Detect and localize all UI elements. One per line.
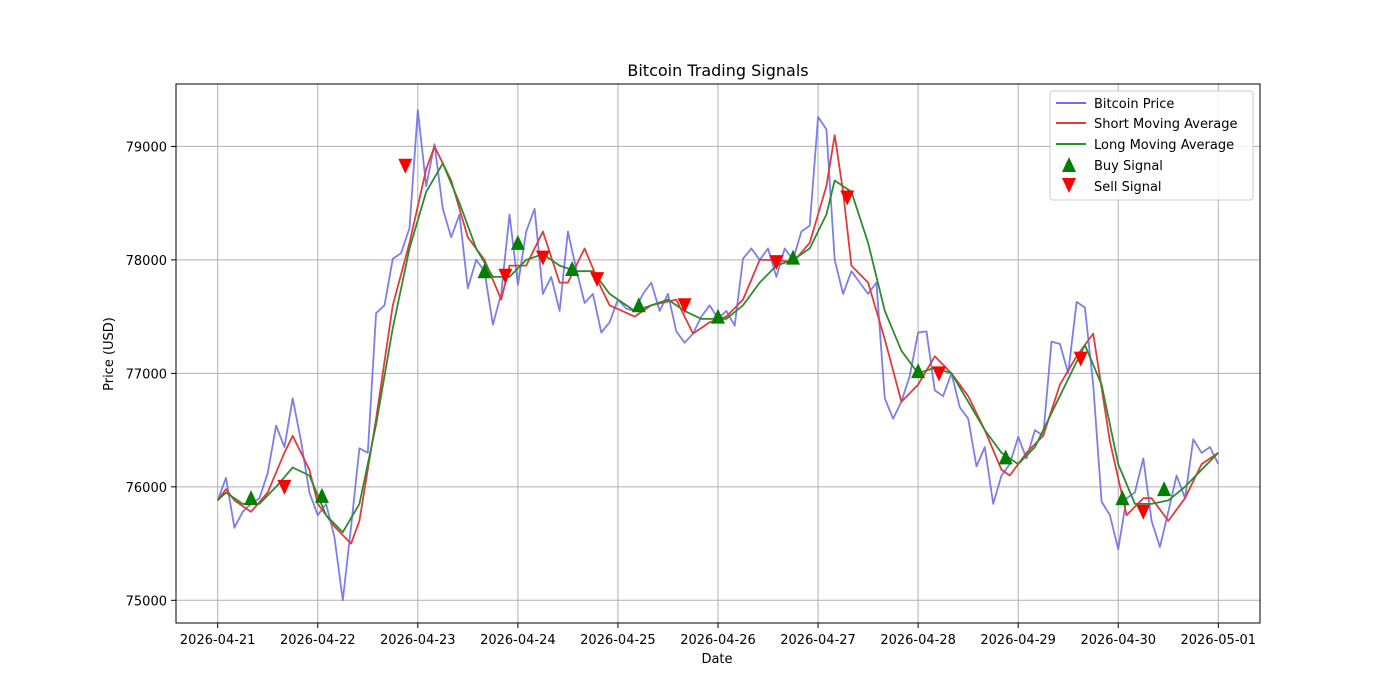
buy-signal-marker	[314, 487, 329, 503]
x-tick-label: 2026-04-25	[580, 633, 656, 648]
legend-box	[1049, 90, 1254, 201]
x-tick-label: 2026-04-27	[780, 633, 856, 648]
short-moving-average-line	[216, 134, 1219, 545]
x-tick-label: 2026-04-30	[1080, 633, 1156, 648]
buy-signal-marker	[510, 234, 525, 250]
y-tick-label: 75000	[126, 594, 167, 609]
buy-signal-marker	[565, 260, 580, 276]
y-axis-label: Price (USD)	[102, 317, 117, 391]
sell-signal-marker	[498, 268, 513, 284]
sell-signal-marker	[1136, 504, 1151, 520]
sell-signal-marker	[535, 250, 550, 266]
chart-title: Bitcoin Trading Signals	[627, 61, 808, 80]
legend-label-buy: Buy Signal	[1094, 159, 1163, 174]
buy-signal-marker	[911, 363, 926, 379]
y-tick-label: 79000	[126, 140, 167, 155]
grid-lines	[176, 84, 1260, 623]
x-tick-label: 2026-04-23	[380, 633, 456, 648]
buy-signal-marker	[998, 449, 1013, 465]
y-tick-label: 76000	[126, 481, 167, 496]
x-tick-label: 2026-04-28	[880, 633, 956, 648]
y-tick-label: 78000	[126, 254, 167, 269]
buy-signal-marker	[1157, 481, 1172, 497]
legend-swatch-buy	[1062, 157, 1076, 172]
buy-signal-marker	[786, 249, 801, 265]
sell-signal-marker	[590, 272, 605, 288]
legend-label-price: Bitcoin Price	[1094, 97, 1174, 112]
buy-signal-marker	[477, 263, 492, 279]
x-tick-label: 2026-04-26	[680, 633, 756, 648]
long-moving-average-line	[217, 162, 1219, 534]
buy-signal-marker	[244, 490, 259, 506]
sell-signal-marker	[931, 366, 946, 382]
sell-signal-marker	[840, 190, 855, 206]
legend-label-short-ma: Short Moving Average	[1094, 117, 1238, 132]
legend-label-sell: Sell Signal	[1094, 180, 1162, 195]
x-tick-label: 2026-04-24	[480, 633, 556, 648]
x-axis: 2026-04-21 2026-04-22 2026-04-23 2026-04-24…	[180, 623, 1256, 648]
signal-markers	[244, 158, 1172, 520]
buy-signal-marker	[631, 297, 646, 313]
sell-signal-marker	[769, 255, 784, 271]
buy-signal-marker	[1115, 490, 1130, 506]
legend-label-long-ma: Long Moving Average	[1094, 138, 1234, 153]
x-tick-label: 2026-04-29	[980, 633, 1056, 648]
buy-signal-marker	[711, 308, 725, 324]
x-tick-label: 2026-04-22	[280, 633, 356, 648]
x-axis-label: Date	[701, 652, 732, 667]
y-tick-label: 77000	[126, 367, 167, 382]
sell-signal-marker	[277, 479, 292, 495]
legend-swatch-sell	[1062, 178, 1076, 193]
legend: Bitcoin Price Short Moving Average Long …	[1049, 90, 1254, 201]
x-tick-label: 2026-04-21	[180, 633, 256, 648]
sell-signal-marker	[677, 298, 692, 314]
y-axis: 75000 76000 77000 78000 79000	[126, 140, 176, 609]
sell-signal-marker	[398, 158, 413, 174]
sell-signal-marker	[1073, 351, 1088, 367]
x-tick-label: 2026-05-01	[1181, 633, 1257, 648]
